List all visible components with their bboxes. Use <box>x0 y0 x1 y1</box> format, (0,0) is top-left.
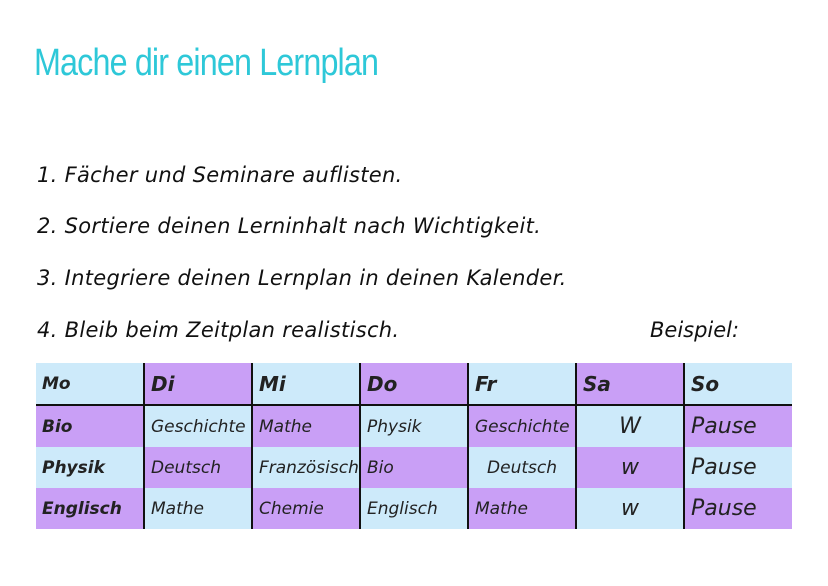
cell: Geschichte <box>467 405 576 447</box>
header-do: Do <box>359 363 468 406</box>
cell: W <box>575 405 684 447</box>
cell: Deutsch <box>143 447 252 488</box>
cell: Mathe <box>251 405 360 447</box>
cell: Mathe <box>143 488 252 529</box>
cell: Physik <box>36 447 144 488</box>
cell: Bio <box>36 405 144 447</box>
table-row: Bio Geschichte Mathe Physik Geschichte W… <box>36 405 792 447</box>
table-row: Englisch Mathe Chemie Englisch Mathe w P… <box>36 488 792 529</box>
cell: Pause <box>683 405 792 447</box>
cell: Pause <box>683 447 792 488</box>
example-label: Beispiel: <box>650 318 740 342</box>
cell: Chemie <box>251 488 360 529</box>
cell: Deutsch <box>467 447 576 488</box>
cell: Pause <box>683 488 792 529</box>
step-3: 3. Integriere deinen Lernplan in deinen … <box>37 266 567 290</box>
cell: Französisch <box>251 447 360 488</box>
header-sa: Sa <box>575 363 684 406</box>
header-di: Di <box>143 363 252 406</box>
cell: Englisch <box>359 488 468 529</box>
header-mo: Mo <box>36 363 144 406</box>
header-mi: Mi <box>251 363 360 406</box>
step-4: 4. Bleib beim Zeitplan realistisch. <box>37 318 400 342</box>
cell: Mathe <box>467 488 576 529</box>
table-row: Physik Deutsch Französisch Bio Deutsch w… <box>36 447 792 488</box>
step-1: 1. Fächer und Seminare auflisten. <box>37 163 403 187</box>
study-plan-table: Mo Di Mi Do Fr Sa So Bio Geschichte Math… <box>36 363 792 529</box>
header-so: So <box>683 363 792 406</box>
cell: Geschichte <box>143 405 252 447</box>
table-header-row: Mo Di Mi Do Fr Sa So <box>36 363 792 406</box>
header-fr: Fr <box>467 363 576 406</box>
cell: w <box>575 488 684 529</box>
cell: Physik <box>359 405 468 447</box>
cell: Englisch <box>36 488 144 529</box>
cell: w <box>575 447 684 488</box>
step-2: 2. Sortiere deinen Lerninhalt nach Wicht… <box>37 214 542 238</box>
cell: Bio <box>359 447 468 488</box>
page-title: Mache dir einen Lernplan <box>34 42 379 84</box>
